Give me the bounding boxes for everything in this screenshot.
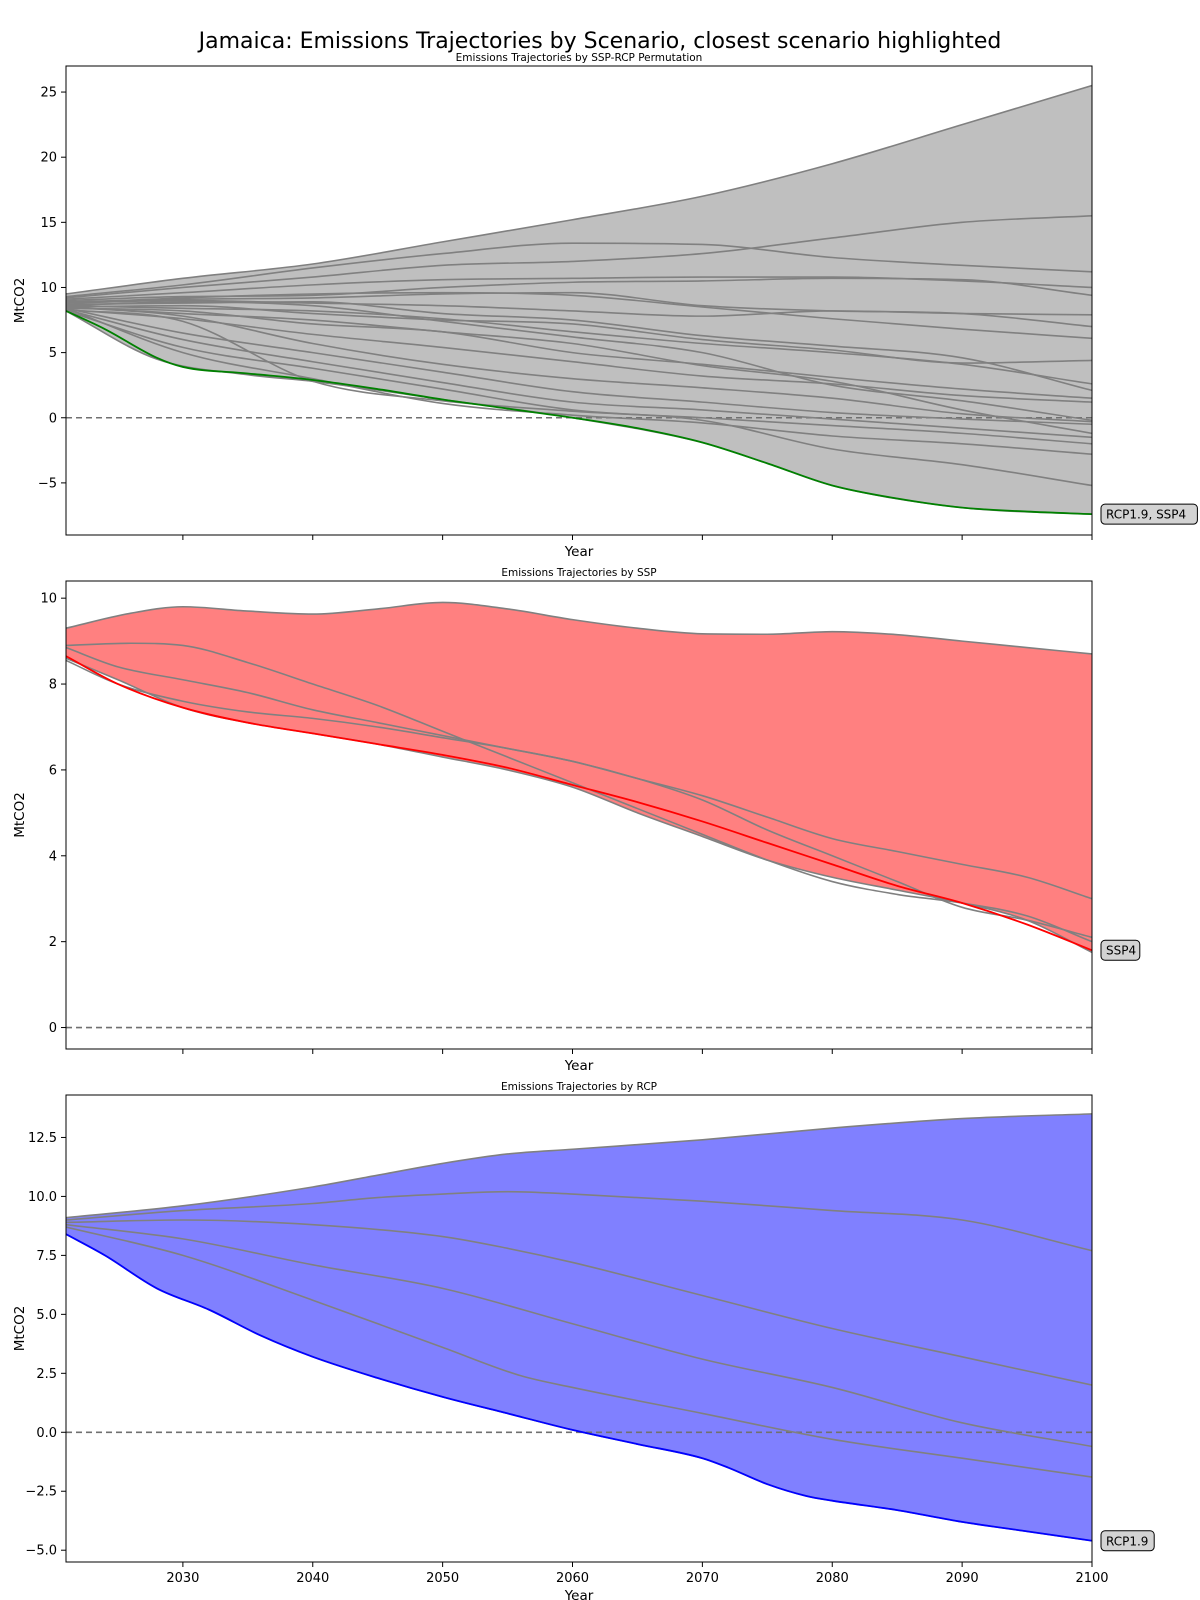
highlight-label-box bbox=[1100, 939, 1141, 961]
scenario-line-s14 bbox=[66, 307, 1092, 426]
x-tick-label: 2030 bbox=[166, 1571, 199, 1586]
y-tick-label: 12.5 bbox=[28, 1131, 57, 1146]
highlight-label-box bbox=[1100, 503, 1198, 525]
panel-title: Emissions Trajectories by SSP bbox=[501, 567, 656, 579]
highlight-label-box bbox=[1100, 1530, 1155, 1552]
panel-title: Emissions Trajectories by RCP bbox=[501, 1081, 657, 1093]
scenario-line-s18 bbox=[66, 308, 1092, 487]
scenario-line-s17 bbox=[66, 307, 1092, 456]
scenario-line-s16 bbox=[66, 310, 1092, 445]
x-axis-label: Year bbox=[564, 1588, 594, 1600]
y-tick-label: 10 bbox=[40, 281, 57, 296]
x-axis-label: Year bbox=[564, 544, 594, 560]
band-upper-line bbox=[66, 601, 1092, 655]
scenario-line-s19 bbox=[66, 300, 1092, 422]
y-tick-label: 8 bbox=[49, 678, 57, 693]
y-tick-label: 7.5 bbox=[36, 1249, 57, 1264]
plot-area bbox=[66, 601, 1092, 1029]
x-tick-label: 2070 bbox=[686, 1571, 719, 1586]
scenario-line-ssp-a bbox=[66, 642, 1092, 943]
x-axis-label: Year bbox=[564, 1058, 594, 1074]
scenario-line-rcp-a bbox=[66, 1190, 1092, 1252]
scenario-line-s20 bbox=[66, 306, 1092, 435]
panels: Emissions Trajectories by SSP-RCP Permut… bbox=[12, 52, 1198, 1600]
range-band bbox=[66, 1113, 1092, 1541]
highlight-label-badge: SSP4 bbox=[1100, 939, 1141, 961]
y-tick-label: 5.0 bbox=[36, 1308, 57, 1323]
y-tick-label: 20 bbox=[40, 151, 57, 166]
y-tick-label: 2 bbox=[49, 935, 57, 950]
panel-top: Emissions Trajectories by SSP-RCP Permut… bbox=[12, 52, 1198, 560]
highlight-line bbox=[66, 1233, 1092, 1542]
highlight-line bbox=[66, 310, 1092, 516]
range-band bbox=[66, 85, 1092, 515]
y-tick-label: 0.0 bbox=[36, 1426, 57, 1441]
highlight-label-text: SSP4 bbox=[1106, 944, 1136, 958]
highlight-label-badge: RCP1.9 bbox=[1100, 1530, 1155, 1552]
scenario-line-s07 bbox=[66, 291, 1092, 340]
y-axis-label: MtCO2 bbox=[12, 792, 28, 838]
y-tick-label: 5 bbox=[49, 346, 57, 361]
y-tick-label: 0 bbox=[49, 1021, 57, 1036]
highlight-label-text: RCP1.9, SSP4 bbox=[1106, 508, 1186, 522]
figure-title: Jamaica: Emissions Trajectories by Scena… bbox=[197, 29, 1002, 54]
scenario-line-rcp-c bbox=[66, 1223, 1092, 1448]
y-tick-label: 2.5 bbox=[36, 1367, 57, 1382]
x-tick-label: 2080 bbox=[816, 1571, 849, 1586]
scenario-line-s15 bbox=[66, 308, 1092, 439]
axes-frame bbox=[65, 580, 1093, 1050]
scenario-line-ssp-c bbox=[66, 659, 1092, 939]
axes-frame bbox=[65, 1094, 1093, 1563]
x-tick-label: 2100 bbox=[1075, 1571, 1108, 1586]
x-tick-label: 2090 bbox=[946, 1571, 979, 1586]
x-tick-label: 2060 bbox=[556, 1571, 589, 1586]
scenario-line-s02 bbox=[66, 215, 1092, 299]
y-tick-label: −5 bbox=[38, 476, 57, 491]
y-axis-label: MtCO2 bbox=[12, 1306, 28, 1352]
y-tick-label: 6 bbox=[49, 763, 57, 778]
band-upper-line bbox=[66, 84, 1092, 295]
highlight-label-text: RCP1.9 bbox=[1106, 1534, 1148, 1548]
y-tick-label: −2.5 bbox=[25, 1485, 57, 1500]
scenario-line-s10 bbox=[66, 304, 1092, 364]
panel-bottom: Emissions Trajectories by RCP −5.0 −2.5 0.0… bbox=[12, 1081, 1155, 1600]
scenario-line-rcp-b bbox=[66, 1219, 1092, 1386]
y-tick-label: 0 bbox=[49, 411, 57, 426]
y-tick-label: 15 bbox=[40, 216, 57, 231]
band-upper-line bbox=[66, 1113, 1092, 1219]
scenario-line-s13 bbox=[66, 306, 1092, 423]
y-tick-label: −5.0 bbox=[25, 1544, 57, 1559]
axes-frame bbox=[65, 65, 1093, 536]
y-tick-label: 25 bbox=[40, 86, 57, 101]
highlight-label-badge: RCP1.9, SSP4 bbox=[1100, 503, 1198, 525]
panel-middle: Emissions Trajectories by SSP 0 2 4 6 8 10 Year… bbox=[12, 567, 1141, 1074]
plot-area bbox=[66, 84, 1092, 516]
plot-area bbox=[66, 1113, 1092, 1542]
y-tick-label: 4 bbox=[49, 849, 57, 864]
y-axis-label: MtCO2 bbox=[12, 278, 28, 324]
y-tick-label: 10 bbox=[40, 592, 57, 607]
x-tick-label: 2050 bbox=[426, 1571, 459, 1586]
scenario-line-s12 bbox=[66, 308, 1092, 403]
highlight-line bbox=[66, 655, 1092, 952]
scenario-line-s06 bbox=[66, 299, 1092, 317]
y-tick-label: 10.0 bbox=[28, 1190, 57, 1205]
scenario-line-rcp-d bbox=[66, 1226, 1092, 1478]
panel-title: Emissions Trajectories by SSP-RCP Permut… bbox=[456, 52, 703, 64]
scenario-line-s01 bbox=[66, 242, 1092, 298]
x-tick-label: 2040 bbox=[296, 1571, 329, 1586]
